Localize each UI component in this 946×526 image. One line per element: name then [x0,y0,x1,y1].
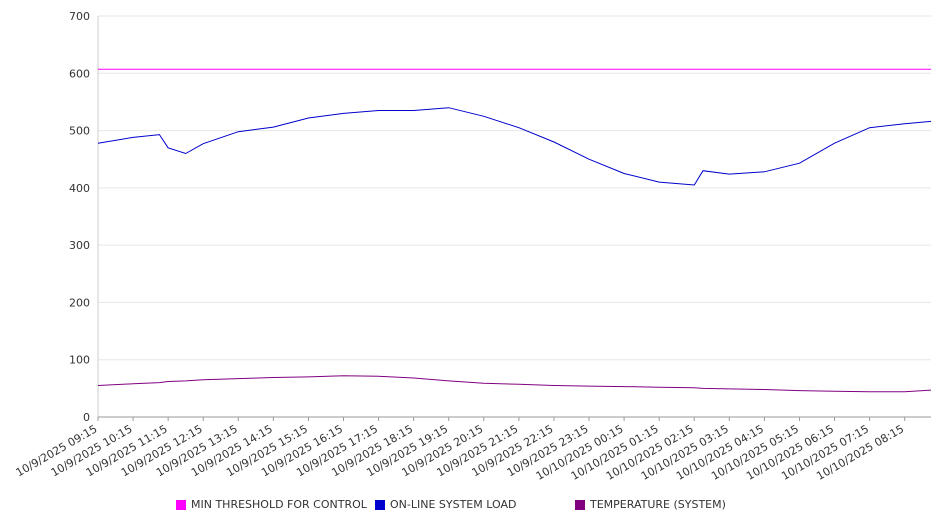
y-axis-tick-labels: 0 100 200 300 400 500 600 700 [69,10,90,424]
y-tick-label: 700 [69,10,90,23]
legend-label-temperature: TEMPERATURE (SYSTEM) [590,498,726,511]
legend-item-system-load[interactable]: ON-LINE SYSTEM LOAD [375,498,516,511]
y-tick-label: 500 [69,125,90,138]
legend-label-system-load: ON-LINE SYSTEM LOAD [390,498,517,511]
series-line-on-line-system-load [97,107,932,186]
y-tick-label: 0 [83,411,90,424]
legend-item-min-threshold[interactable]: MIN THRESHOLD FOR CONTROL [176,498,367,511]
y-tick-label: 100 [69,354,90,367]
y-tick-label: 600 [69,67,90,80]
legend-label-min-threshold: MIN THRESHOLD FOR CONTROL [191,498,367,511]
y-tick-label: 300 [69,239,90,252]
y-tick-label: 200 [69,296,90,309]
legend: MIN THRESHOLD FOR CONTROL ON-LINE SYSTEM… [0,498,946,514]
y-tick-label: 400 [69,182,90,195]
axes [97,16,931,421]
series-line-temperature-system [97,375,932,393]
legend-swatch-temperature [575,499,585,510]
series-lines [97,68,932,393]
legend-swatch-min-threshold [176,499,186,510]
legend-swatch-system-load [375,499,385,510]
legend-item-temperature[interactable]: TEMPERATURE (SYSTEM) [575,498,726,511]
gridlines [98,15,931,361]
